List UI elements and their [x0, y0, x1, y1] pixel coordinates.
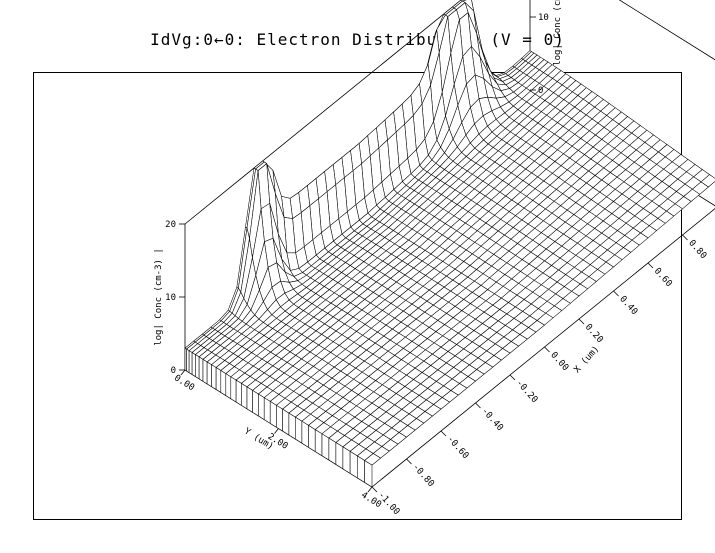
- mesh-skirt: [314, 429, 323, 457]
- mesh-skirt: [225, 373, 232, 400]
- mesh-skirt: [211, 364, 217, 390]
- mesh-skirt: [342, 446, 351, 474]
- x-tick-label: 0.60: [652, 266, 674, 289]
- mesh-skirt: [357, 455, 365, 483]
- mesh-skirt: [191, 351, 196, 378]
- mesh-skirt: [308, 424, 316, 452]
- x-axis-label: X (um): [572, 344, 601, 375]
- mesh-skirt: [215, 366, 222, 393]
- mesh-skirt: [295, 416, 303, 444]
- x-tick-label: -0.60: [445, 434, 471, 461]
- mesh-skirt: [195, 354, 200, 380]
- mesh-skirt: [276, 404, 283, 432]
- x-tick-label: 0.20: [583, 322, 605, 345]
- x-tick-label: -0.20: [514, 378, 540, 405]
- mesh-skirt: [328, 437, 337, 465]
- z-tick-label-left: 10: [165, 293, 176, 303]
- mesh-skirt: [335, 442, 344, 470]
- z-axis-label-right: log| Conc (cm-3) |: [553, 0, 563, 66]
- mesh-skirt: [202, 358, 208, 385]
- mesh-skirt: [258, 393, 265, 421]
- y-tick-label: 0.00: [172, 373, 196, 393]
- x-tick-label: 0.40: [617, 294, 639, 317]
- z-axis-label-left: log| Conc (cm-3) |: [154, 248, 164, 346]
- mesh-skirt: [230, 376, 237, 403]
- mesh-skirt: [282, 408, 290, 436]
- mesh-skirt: [241, 382, 248, 410]
- plot-frame: [33, 72, 682, 520]
- z-tick-label-left: 20: [165, 220, 176, 230]
- mesh-skirt: [321, 433, 330, 461]
- mesh-skirt: [269, 400, 277, 428]
- mesh-skirt: [186, 348, 190, 374]
- x-tick-label: 0.00: [548, 350, 570, 373]
- mesh-skirt: [252, 389, 259, 417]
- mesh-skirt: [349, 450, 358, 479]
- z-tick-label-right: 0: [538, 86, 543, 96]
- surface-mesh: [184, 0, 715, 488]
- x-tick-label: 0.80: [686, 238, 708, 261]
- mesh-skirt: [364, 460, 373, 488]
- mesh-skirt: [263, 397, 271, 424]
- mesh-skirt: [235, 379, 242, 406]
- x-tick-label: -0.80: [410, 462, 436, 489]
- z-tick-label-left: 0: [171, 366, 176, 376]
- z-tick-label-right: 10: [538, 13, 549, 23]
- x-tick-label: -0.40: [479, 406, 505, 433]
- mesh-skirt: [198, 356, 204, 382]
- mesh-skirt: [220, 370, 227, 396]
- mesh-skirt: [288, 412, 296, 440]
- mesh-skirt: [206, 361, 212, 388]
- mesh-skirt: [188, 350, 193, 375]
- mesh-skirt: [301, 420, 309, 448]
- mesh-skirt: [246, 386, 253, 413]
